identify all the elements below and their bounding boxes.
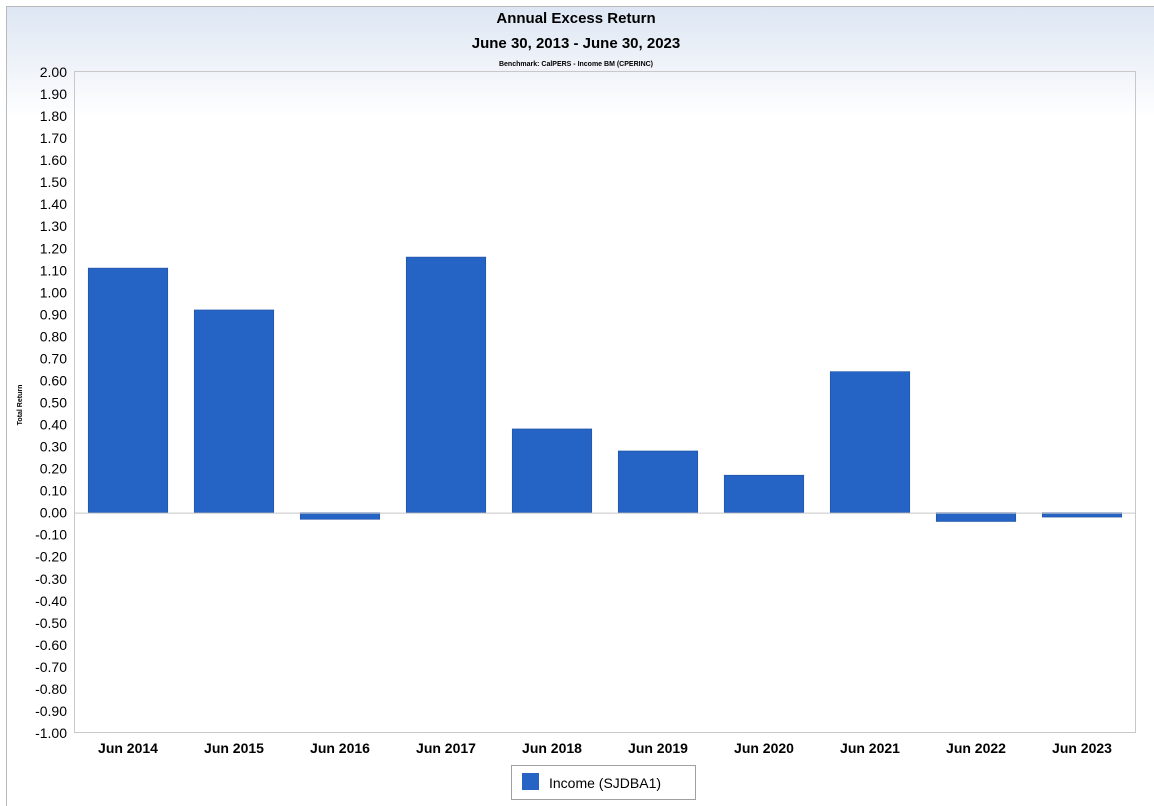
y-tick-label: 1.50 [40,174,67,190]
x-axis-ticks: Jun 2014 Jun 2015 Jun 2016 Jun 2017 Jun 2018… [98,740,1112,756]
legend-label: Income (SJDBA1) [549,775,661,791]
y-tick-label: -0.20 [35,549,67,565]
legend: Income (SJDBA1) [511,765,696,800]
chart-title: Annual Excess Return [496,10,655,27]
y-tick-label: 1.00 [40,284,67,300]
y-tick-label: -0.40 [35,593,67,609]
benchmark-label: Benchmark: CalPERS - Income BM (CPERINC) [499,61,653,68]
y-tick-label: 1.90 [40,86,67,102]
x-tick-label: Jun 2019 [628,740,688,756]
y-axis-ticks: 2.00 1.90 1.80 1.70 1.60 1.50 1.40 1.30 1.20 1.10… [35,64,67,741]
y-tick-label: -0.10 [35,527,67,543]
bar-jun-2015 [193,309,275,513]
y-tick-label: 0.00 [40,505,67,521]
x-tick-label: Jun 2016 [310,740,370,756]
y-tick-label: 0.80 [40,328,67,344]
bar-jun-2018 [511,428,593,513]
bar-jun-2017 [405,256,487,513]
x-tick-label: Jun 2022 [946,740,1006,756]
x-tick-label: Jun 2023 [1052,740,1112,756]
y-tick-label: -0.80 [35,681,67,697]
y-tick-label: 1.80 [40,108,67,124]
y-tick-label: 1.20 [40,240,67,256]
legend-swatch [522,773,539,790]
plot-area [74,71,1136,733]
x-tick-label: Jun 2017 [416,740,476,756]
chart-subtitle: June 30, 2013 - June 30, 2023 [472,35,680,52]
y-tick-label: 0.70 [40,350,67,366]
y-tick-label: -0.70 [35,659,67,675]
legend-box [511,765,696,800]
chart-border [6,6,1154,806]
y-tick-label: 2.00 [40,64,67,80]
y-tick-label: 0.90 [40,306,67,322]
y-tick-label: -0.30 [35,571,67,587]
y-tick-label: 1.30 [40,218,67,234]
y-tick-label: 0.20 [40,461,67,477]
y-tick-label: -1.00 [35,725,67,741]
y-tick-label: 1.60 [40,152,67,168]
bars-group [87,256,1123,522]
y-tick-label: 0.50 [40,395,67,411]
y-tick-label: 0.40 [40,417,67,433]
x-tick-label: Jun 2018 [522,740,582,756]
bar-jun-2022 [935,512,1017,522]
bar-jun-2020 [723,474,805,513]
bar-jun-2019 [617,450,699,513]
y-tick-label: -0.50 [35,615,67,631]
y-tick-label: 1.10 [40,262,67,278]
bar-jun-2014 [87,267,169,513]
y-tick-label: 0.60 [40,372,67,388]
y-tick-label: -0.60 [35,637,67,653]
bar-jun-2021 [829,371,911,513]
y-tick-label: 0.10 [40,483,67,499]
y-tick-label: 0.30 [40,439,67,455]
y-tick-label: 1.40 [40,196,67,212]
x-tick-label: Jun 2020 [734,740,794,756]
y-tick-label: -0.90 [35,703,67,719]
y-axis-label: Total Return [17,385,24,426]
y-tick-label: 1.70 [40,130,67,146]
x-tick-label: Jun 2015 [204,740,264,756]
x-tick-label: Jun 2021 [840,740,900,756]
x-tick-label: Jun 2014 [98,740,158,756]
